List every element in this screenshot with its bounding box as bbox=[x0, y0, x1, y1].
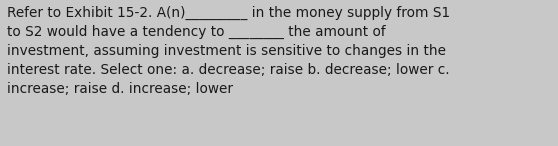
Text: Refer to Exhibit 15-2. A(n)_________ in the money supply from S1
to S2 would hav: Refer to Exhibit 15-2. A(n)_________ in … bbox=[7, 6, 450, 96]
